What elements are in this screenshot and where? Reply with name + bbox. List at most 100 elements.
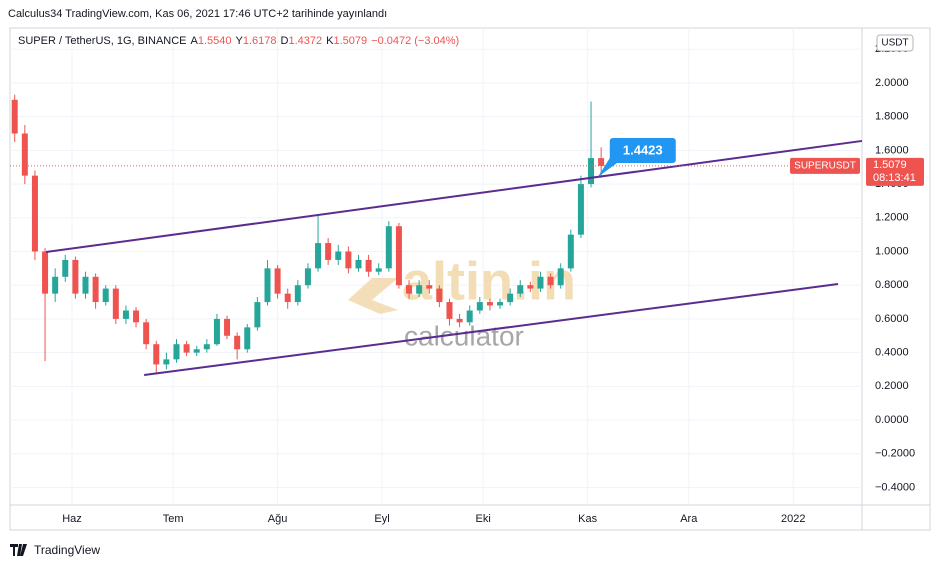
ohlc-label: A — [190, 35, 198, 47]
candle-body — [112, 288, 119, 319]
candle-body — [133, 310, 140, 323]
candle-body — [11, 99, 18, 134]
x-tick-label: 2022 — [781, 513, 805, 525]
ohlc-value: 1.5079 — [333, 35, 368, 47]
candle-body — [234, 335, 241, 350]
x-tick-label: Eyl — [374, 513, 389, 525]
candle-body — [42, 251, 49, 294]
x-tick-label: Ağu — [268, 513, 288, 525]
candle-body — [203, 344, 210, 350]
candle-body — [497, 302, 504, 306]
y-tick-label: 1.6000 — [875, 144, 909, 156]
y-tick-label: 0.0000 — [875, 414, 909, 426]
candle-body — [62, 259, 69, 277]
ohlc-label: Y — [235, 35, 243, 47]
candle-body — [224, 318, 231, 336]
ohlc-item: Y1.6178 — [236, 35, 277, 47]
callout-box — [609, 137, 676, 163]
candle-body — [416, 285, 423, 294]
candle-body — [598, 158, 605, 166]
candle-body — [82, 276, 89, 294]
candle-body — [466, 310, 473, 323]
ohlc-label: K — [326, 35, 334, 47]
x-tick-label: Haz — [62, 513, 82, 525]
candle-body — [193, 349, 200, 353]
candle-body — [143, 322, 150, 345]
y-tick-label: 0.8000 — [875, 279, 909, 291]
price-tag — [866, 157, 924, 186]
symbol: SUPER / TetherUS, 1G, BINANCE — [18, 35, 187, 47]
candle-body — [325, 243, 332, 260]
candle-body — [375, 268, 382, 272]
ohlc-value: 1.4372 — [288, 35, 323, 47]
candle-body — [436, 288, 443, 303]
y-tick-label: 1.8000 — [875, 111, 909, 123]
candle-body — [507, 293, 514, 303]
watermark: calculator — [404, 320, 524, 351]
candle-body — [102, 288, 109, 303]
candle-body — [588, 158, 595, 185]
ohlc-item: K1.5079 — [326, 35, 367, 47]
candle-body — [517, 285, 524, 294]
symbol-tag — [790, 157, 860, 174]
price-tag-countdown: 08:13:41 — [873, 172, 916, 184]
candle-body — [527, 285, 534, 289]
y-tick-label: 2.0000 — [875, 77, 909, 89]
ohlc-label: D — [280, 35, 289, 47]
candle-body — [153, 344, 160, 365]
y-tick-label: 0.4000 — [875, 347, 909, 359]
candle-body — [21, 133, 28, 176]
candle-body — [476, 302, 483, 311]
trend-line — [45, 139, 863, 253]
candle-body — [213, 318, 220, 345]
brand: TradingView — [34, 543, 101, 557]
candle-body — [557, 268, 564, 286]
candle-body — [122, 310, 129, 319]
candle-body — [31, 175, 38, 252]
candle-body — [456, 318, 463, 323]
candle-body — [163, 359, 170, 365]
currency-box — [876, 34, 914, 52]
y-tick-label: 0.6000 — [875, 313, 909, 325]
candle-body — [395, 226, 402, 286]
candle-body — [92, 276, 99, 303]
logo — [10, 544, 27, 556]
y-tick-label: −0.4000 — [875, 481, 915, 493]
candle-body — [567, 234, 574, 269]
published-note: Calculus34 TradingView.com, Kas 06, 2021… — [8, 8, 388, 20]
candle-body — [254, 302, 261, 328]
candle-body — [173, 344, 180, 360]
candle-body — [304, 268, 311, 286]
legend: SUPER / TetherUS, 1G, BINANCE A1.5540 Y1.… — [18, 35, 459, 47]
price-tag-value: 1.5079 — [873, 159, 907, 171]
candle-body — [426, 285, 433, 289]
y-tick-label: −0.2000 — [875, 448, 915, 460]
candle-body — [355, 259, 362, 269]
x-tick-label: Ara — [680, 513, 698, 525]
candle-body — [335, 251, 342, 260]
candle-body — [406, 285, 413, 294]
candle-body — [294, 285, 301, 303]
candle-body — [52, 276, 59, 294]
ohlc-item: D1.4372 — [281, 35, 323, 47]
candle-body — [365, 259, 372, 272]
candle-body — [537, 276, 544, 289]
x-tick-label: Kas — [578, 513, 597, 525]
change: −0.0472 (−3.04%) — [371, 35, 460, 47]
y-tick-label: 1.0000 — [875, 245, 909, 257]
watermark: altin.in — [402, 251, 576, 311]
ohlc-value: 1.6178 — [242, 35, 277, 47]
footer: TradingView — [10, 543, 100, 557]
candle-body — [183, 344, 190, 353]
candle-body — [446, 302, 453, 319]
y-tick-label: 0.2000 — [875, 380, 909, 392]
symbol-tag-text: SUPERUSDT — [794, 161, 856, 172]
y-tick-label: 1.2000 — [875, 212, 909, 224]
candle-body — [284, 293, 291, 303]
currency: USDT — [881, 38, 908, 49]
outer-frame — [9, 27, 931, 531]
ohlc-item: A1.5540 — [191, 35, 232, 47]
ohlc-value: 1.5540 — [197, 35, 232, 47]
